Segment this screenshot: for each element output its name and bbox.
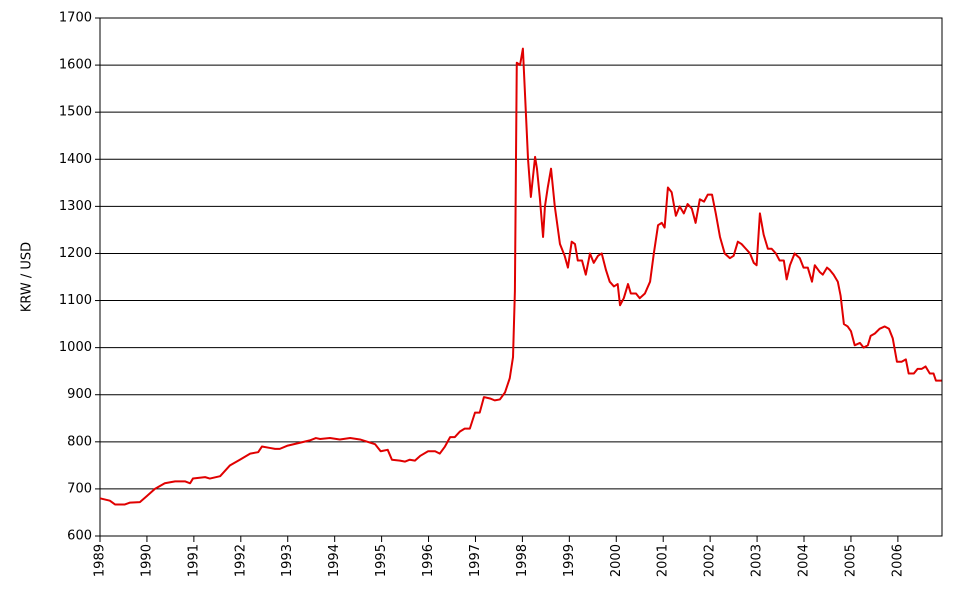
x-tick-label: 2001 [656, 544, 671, 577]
x-tick-label: 1990 [139, 544, 154, 577]
x-tick-label: 1993 [280, 544, 295, 577]
y-tick-label: 1100 [59, 293, 92, 308]
x-tick-label: 1992 [233, 544, 248, 577]
plot-frame [99, 17, 943, 537]
x-tick-label: 2002 [703, 544, 718, 577]
y-tick-label: 600 [67, 529, 92, 544]
y-tick-label: 1600 [59, 58, 92, 73]
x-tick-label: 1991 [186, 544, 201, 577]
y-tick-label: 700 [67, 481, 92, 496]
x-tick-label: 1999 [562, 544, 577, 577]
x-tick-label: 2004 [797, 544, 812, 577]
x-tick-label: 1997 [468, 544, 483, 577]
y-tick-label: 1200 [59, 246, 92, 261]
x-tick-label: 2000 [609, 544, 624, 577]
y-tick-label: 900 [67, 387, 92, 402]
y-tick-label: 1700 [59, 11, 92, 26]
y-tick-label: 1500 [59, 105, 92, 120]
y-tick-label: 1300 [59, 199, 92, 214]
y-tick-label: 1400 [59, 152, 92, 167]
x-tick-label: 1995 [374, 544, 389, 577]
y-axis-label: KRW / USD [20, 242, 35, 312]
x-tick-label: 2005 [843, 544, 858, 577]
x-tick-label: 2006 [890, 544, 905, 577]
x-tick-label: 1994 [327, 544, 342, 577]
y-tick-label: 1000 [59, 340, 92, 355]
y-tick-label: 800 [67, 434, 92, 449]
x-tick-label: 1998 [515, 544, 530, 577]
x-tick-label: 2003 [750, 544, 765, 577]
x-tick-label: 1989 [93, 544, 108, 577]
data-line [99, 47, 942, 506]
x-tick-label: 1996 [421, 544, 436, 577]
